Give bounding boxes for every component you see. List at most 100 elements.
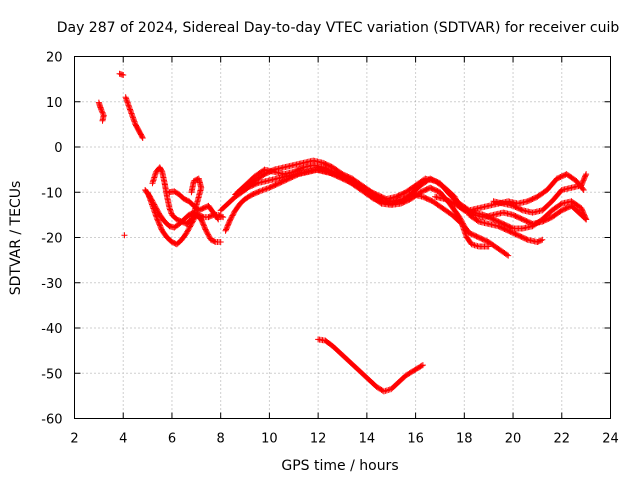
data-point	[260, 186, 267, 193]
data-point	[225, 221, 232, 228]
data-point	[226, 218, 233, 225]
x-tick-label: 14	[359, 432, 376, 447]
y-tick-label: -50	[41, 367, 62, 382]
data-point	[263, 185, 270, 192]
series-track-h	[166, 188, 222, 223]
data-point	[578, 205, 585, 212]
data-point	[255, 188, 262, 195]
y-tick-label: 0	[54, 141, 62, 156]
data-point	[155, 220, 162, 227]
data-point	[202, 226, 209, 233]
series-track-d	[121, 232, 128, 239]
data-point	[215, 216, 222, 223]
data-point	[538, 237, 545, 244]
data-point	[184, 228, 191, 235]
data-point	[580, 176, 587, 183]
data-point	[578, 181, 585, 188]
data-point	[186, 224, 193, 231]
data-points	[95, 70, 590, 395]
data-point	[259, 187, 266, 194]
data-point	[262, 186, 269, 193]
data-point	[418, 362, 425, 369]
data-point	[228, 215, 235, 222]
data-point	[158, 167, 165, 174]
data-point	[369, 195, 376, 202]
data-point	[253, 180, 260, 187]
data-point	[121, 232, 128, 239]
data-point	[214, 215, 221, 222]
data-point	[98, 108, 105, 115]
data-point	[224, 223, 231, 230]
data-point	[582, 173, 589, 180]
data-point	[557, 201, 564, 208]
data-point	[203, 229, 210, 236]
x-tick-label: 2	[70, 432, 78, 447]
data-point	[256, 188, 263, 195]
data-point	[258, 187, 265, 194]
data-point	[98, 106, 105, 113]
data-point	[518, 206, 525, 213]
data-point	[579, 185, 586, 192]
x-tick-label: 6	[168, 432, 176, 447]
data-point	[157, 222, 164, 229]
data-point	[139, 133, 146, 140]
data-point	[419, 362, 426, 369]
data-point	[299, 164, 306, 171]
axis-ticks: 2 4 6 8 10 12 14 16 18 20 22 2420100-10-20-30-40-50…	[41, 51, 619, 447]
x-tick-label: 24	[602, 432, 619, 447]
data-point	[582, 215, 589, 222]
data-point	[583, 171, 590, 178]
data-point	[223, 225, 230, 232]
data-point	[223, 226, 230, 233]
y-axis-label: SDTVAR / TECUs	[8, 181, 24, 296]
data-point	[200, 221, 207, 228]
x-tick-label: 22	[553, 432, 570, 447]
series-track-a	[95, 99, 107, 124]
chart-title: Day 287 of 2024, Sidereal Day-to-day VTE…	[57, 20, 620, 36]
data-point	[222, 227, 229, 234]
data-point	[578, 182, 585, 189]
data-point	[503, 251, 510, 258]
data-point	[220, 214, 227, 221]
data-point	[206, 234, 213, 241]
x-tick-label: 18	[456, 432, 473, 447]
x-tick-label: 8	[217, 432, 225, 447]
data-point	[224, 222, 231, 229]
data-point	[580, 177, 587, 184]
data-point	[225, 220, 232, 227]
y-tick-label: -10	[41, 186, 62, 201]
data-point	[226, 217, 233, 224]
series-track-m	[432, 193, 590, 227]
data-point	[201, 225, 208, 232]
data-point	[139, 134, 146, 141]
data-point	[158, 225, 165, 232]
y-tick-label: -40	[41, 322, 62, 337]
data-point	[539, 236, 546, 243]
y-tick-label: -20	[41, 232, 62, 247]
data-point	[200, 222, 207, 229]
data-point	[211, 238, 218, 245]
data-point	[581, 174, 588, 181]
series-track-c	[122, 94, 146, 141]
data-point	[230, 211, 237, 218]
data-point	[198, 216, 205, 223]
data-point	[205, 231, 212, 238]
data-point	[120, 72, 127, 79]
data-point	[156, 221, 163, 228]
data-point	[185, 226, 192, 233]
data-point	[184, 227, 191, 234]
y-tick-label: -30	[41, 277, 62, 292]
data-point	[204, 230, 211, 237]
series-track-o	[490, 171, 590, 216]
data-point	[99, 117, 106, 124]
data-point	[188, 189, 195, 196]
series-track-n	[466, 211, 546, 246]
data-point	[99, 109, 106, 116]
data-point	[187, 223, 194, 230]
data-point	[485, 243, 492, 250]
series-track-l	[234, 166, 492, 250]
y-tick-label: -60	[41, 413, 62, 428]
data-point	[227, 216, 234, 223]
series-track-b	[116, 70, 127, 79]
